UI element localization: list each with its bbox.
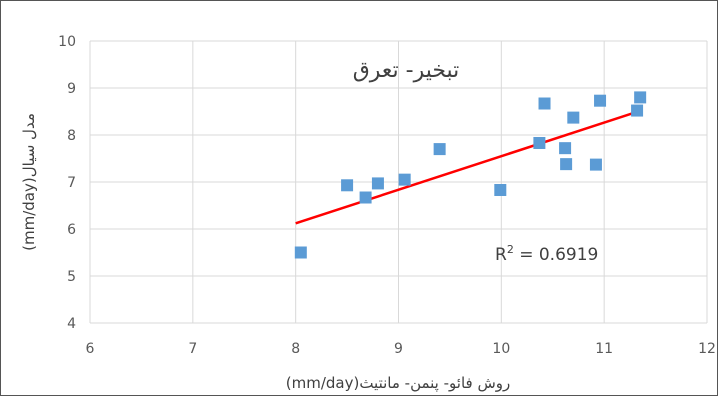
data-point [433,143,446,156]
x-tick-label: 11 [595,341,613,357]
x-tick-label: 7 [188,341,197,357]
chart-title: تبخیر- تعرق [353,58,460,83]
data-point [594,94,607,107]
y-axis-title: مدل سیال(mm/day) [20,113,38,251]
tick-labels: 6 7 8 9 10 11 12 4 5 6 7 8 9 10 [58,34,716,357]
x-tick-label: 8 [291,341,300,357]
data-point [631,104,644,117]
data-point [371,177,384,190]
grid [89,40,708,324]
y-tick-label: 9 [67,81,76,97]
data-point [559,142,572,155]
x-tick-label: 12 [698,341,716,357]
data-points [294,91,647,259]
y-tick-label: 8 [67,128,76,144]
r-squared-value: = 0.6919 [514,245,599,265]
data-point [533,136,546,149]
r-squared-superscript: 2 [507,243,514,256]
x-tick-label: 10 [492,341,510,357]
x-axis-title: روش فائو- پنمن- مانتیث(mm/day) [286,374,511,393]
data-point [294,246,307,259]
y-tick-label: 7 [67,175,76,191]
trendline [295,110,639,225]
x-tick-label: 9 [394,341,403,357]
trendline-layer [295,110,639,225]
data-point [398,173,411,186]
y-tick-label: 6 [67,222,76,238]
data-point [560,158,573,171]
x-tick-label: 6 [86,341,95,357]
y-tick-label: 10 [58,34,76,50]
y-tick-label: 4 [67,316,76,332]
data-point [589,158,602,171]
data-point [494,183,507,196]
y-tick-label: 5 [67,269,76,285]
r-squared-prefix: R [495,245,507,265]
data-point [341,179,354,192]
data-point [359,191,372,204]
r-squared-label: R2 = 0.6919 [495,243,598,265]
data-point [567,111,580,124]
data-point [538,97,551,110]
data-point [634,91,647,104]
